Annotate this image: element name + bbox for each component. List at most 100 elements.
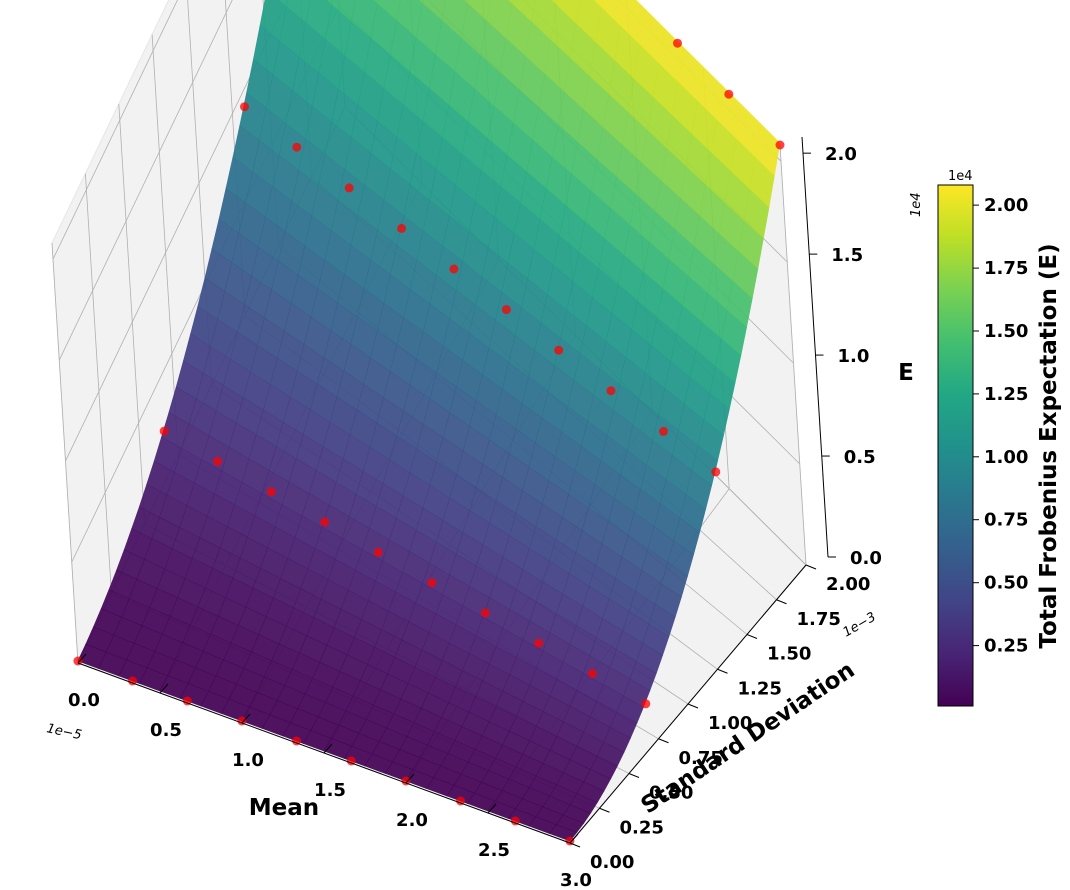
scatter-point (480, 608, 490, 618)
x-tick-label: 1.5 (314, 780, 346, 801)
surface-patch (556, 0, 581, 24)
scatter-point (673, 38, 682, 48)
colorbar-label: Total Frobenius Expectation (E) (1036, 243, 1062, 648)
x-tick-label: 0.0 (68, 690, 100, 711)
scatter-point (449, 264, 459, 274)
x-axis-label: Mean (249, 795, 319, 821)
x-tick-mark (159, 683, 169, 694)
scatter-point (373, 547, 383, 557)
y-tick-mark (658, 738, 669, 744)
surface-patch (593, 0, 603, 8)
z-axis-line (801, 136, 829, 558)
colorbar-tick-label: 0.50 (984, 573, 1028, 594)
scatter-point (344, 183, 354, 193)
y-tick-mark (628, 773, 640, 778)
colorbar-tick-label: 1.50 (984, 321, 1028, 342)
surface-patch (325, 0, 334, 6)
surface-patch (422, 0, 446, 21)
surface (77, 0, 781, 842)
colorbar-offset-label: 1e4 (948, 169, 973, 184)
y-tick-label: 0.25 (620, 817, 664, 838)
axes: 0.0 0.5 1.0 1.5 2.0 2.5 3.00.00 0.25 0.50 0.75 1.0… (68, 136, 882, 890)
colorbar-tick-label: 0.75 (984, 510, 1028, 531)
x-tick-label: 1.0 (232, 750, 264, 771)
x-offset-label: 1e−5 (45, 721, 83, 743)
scatter-point (606, 386, 616, 396)
y-tick-label: 0.50 (649, 783, 693, 804)
z-tick-label: 2.0 (825, 144, 857, 165)
x-tick-label: 3.0 (560, 870, 592, 890)
scatter-point (397, 223, 407, 233)
scatter-point (213, 456, 223, 466)
x-tick-label: 2.0 (396, 810, 428, 831)
y-offset-label: 1e−3 (841, 610, 879, 641)
colorbar-tick-label: 1.75 (984, 258, 1028, 279)
x-tick-mark (487, 803, 497, 814)
y-tick-mark (717, 668, 728, 674)
scatter-point (346, 756, 356, 766)
scatter-point (534, 638, 544, 648)
scatter-point (587, 669, 597, 679)
y-tick-label: 1.00 (708, 713, 752, 734)
scatter-point (320, 517, 330, 527)
scatter-point (565, 836, 575, 846)
scatter-point (292, 142, 302, 152)
surface-patch (551, 0, 558, 6)
y-tick-mark (569, 842, 581, 848)
y-tick-mark (805, 564, 817, 570)
scatter-point (73, 656, 83, 666)
x-tick-label: 0.5 (150, 720, 182, 741)
surface-patch (376, 0, 401, 22)
scatter-point (659, 426, 668, 436)
z-tick-label: 1.5 (831, 245, 863, 266)
x-tick-mark (323, 743, 333, 754)
y-tick-mark (776, 599, 787, 605)
z-tick-label: 1.0 (838, 346, 870, 367)
scatter-point (237, 716, 247, 726)
scatter-point (266, 487, 276, 497)
surface-patch (278, 0, 288, 8)
y-tick-label: 1.50 (767, 644, 811, 665)
x-tick-label: 2.5 (478, 840, 510, 861)
y-tick-label: 1.25 (738, 678, 782, 699)
surface-patch (286, 0, 311, 24)
surface-patch (372, 0, 379, 5)
colorbar-tick-label: 1.00 (984, 447, 1028, 468)
surface-patch (463, 0, 469, 4)
y-tick-label: 0.00 (590, 852, 634, 873)
surface-patch (418, 0, 424, 4)
surface-patch (331, 0, 356, 22)
surface-patch (467, 0, 491, 22)
y-tick-mark (746, 634, 758, 639)
z-offset-label: 1e4 (909, 192, 924, 217)
colorbar-tick-label: 0.25 (984, 636, 1028, 657)
x-tick-mark (77, 653, 87, 664)
y-tick-mark (687, 703, 699, 709)
z-axis-label: E (898, 360, 914, 386)
x-tick-mark (405, 773, 415, 784)
colorbar-tick-label: 2.00 (984, 195, 1028, 216)
y-tick-label: 2.00 (826, 574, 870, 595)
colorbar: 1e4 0.25 0.50 0.75 1.00 1.25 1.50 1.75 2.00 Tot… (937, 169, 1062, 707)
z-tick-label: 0.5 (844, 447, 876, 468)
scatter-point (711, 467, 721, 477)
colorbar-gradient (937, 184, 974, 707)
scatter-point (641, 699, 651, 709)
z-tick-label: 0.0 (850, 548, 882, 569)
scatter-point (427, 578, 437, 588)
scatter-point (501, 305, 511, 315)
y-tick-label: 1.75 (797, 609, 841, 630)
y-tick-mark (599, 807, 610, 813)
y-tick-label: 0.75 (679, 748, 723, 769)
x-tick-mark (241, 713, 251, 724)
scatter-point (775, 140, 785, 150)
colorbar-tick-label: 1.25 (984, 384, 1028, 405)
surface-patch (600, 0, 625, 27)
scatter-point (182, 696, 192, 706)
scatter-point (240, 102, 249, 112)
scatter-point (724, 89, 734, 99)
surface-patch (511, 0, 536, 23)
x-tick-mark (569, 833, 579, 844)
scatter-points (73, 38, 785, 846)
